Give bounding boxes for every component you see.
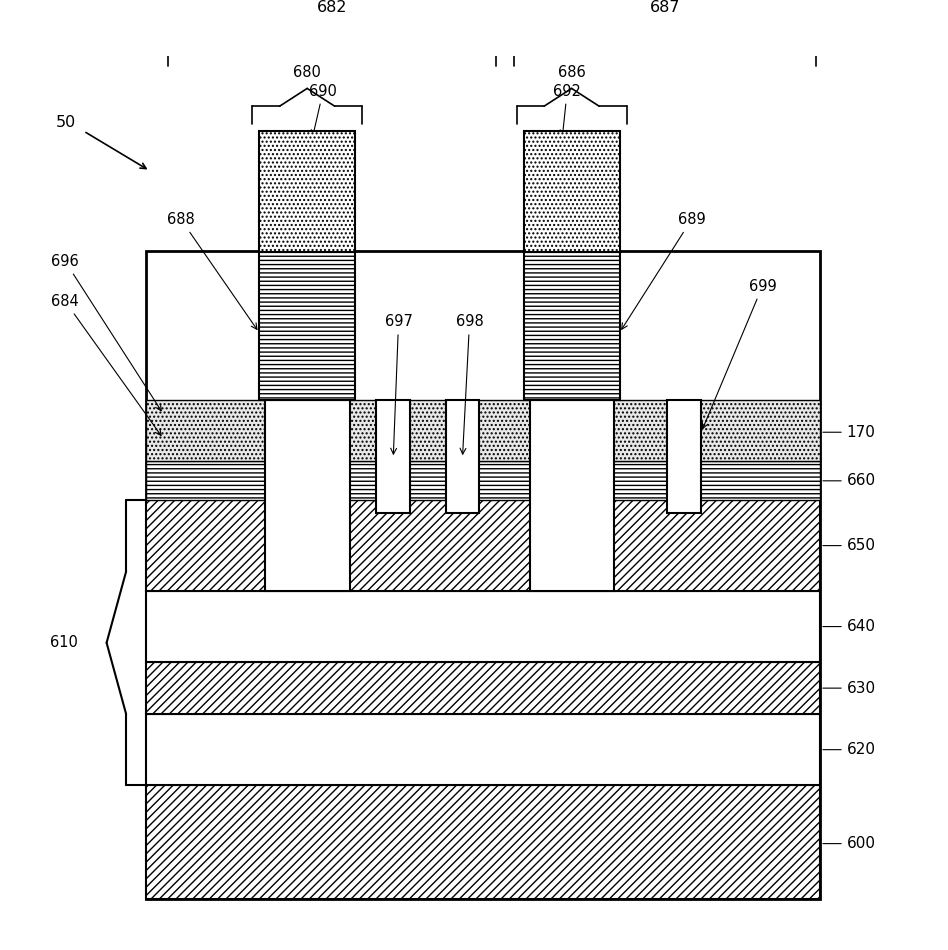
Bar xyxy=(523,131,620,252)
Bar xyxy=(446,400,480,513)
Text: 689: 689 xyxy=(622,212,705,330)
Text: 682: 682 xyxy=(317,0,347,15)
Bar xyxy=(146,501,820,591)
Bar xyxy=(146,251,820,899)
Text: 610: 610 xyxy=(50,636,78,651)
Text: 699: 699 xyxy=(702,278,776,428)
Text: 687: 687 xyxy=(649,0,680,15)
Text: 686: 686 xyxy=(557,65,586,80)
Bar xyxy=(146,400,820,462)
Text: 50: 50 xyxy=(56,115,76,129)
Bar xyxy=(259,131,356,252)
Text: 697: 697 xyxy=(385,314,412,454)
Text: 640: 640 xyxy=(823,619,876,634)
Text: 692: 692 xyxy=(554,84,581,136)
Text: 684: 684 xyxy=(51,294,161,435)
Text: 170: 170 xyxy=(823,425,876,440)
Bar xyxy=(146,462,820,501)
Text: 660: 660 xyxy=(823,473,876,488)
Text: 650: 650 xyxy=(823,538,876,553)
Text: 630: 630 xyxy=(823,680,876,695)
Bar xyxy=(146,662,820,714)
Text: 698: 698 xyxy=(456,314,483,454)
Text: 680: 680 xyxy=(293,65,321,80)
Bar xyxy=(259,252,356,400)
Bar xyxy=(376,400,410,513)
Bar xyxy=(146,714,820,786)
Text: 620: 620 xyxy=(823,742,876,757)
Text: 696: 696 xyxy=(51,254,161,410)
Bar xyxy=(523,252,620,400)
Bar xyxy=(667,400,702,513)
Bar xyxy=(265,400,350,591)
Bar xyxy=(530,400,614,591)
Text: 688: 688 xyxy=(167,212,257,330)
Bar xyxy=(146,591,820,662)
Text: 600: 600 xyxy=(823,836,876,851)
Text: 690: 690 xyxy=(309,84,337,136)
Bar xyxy=(146,786,820,899)
